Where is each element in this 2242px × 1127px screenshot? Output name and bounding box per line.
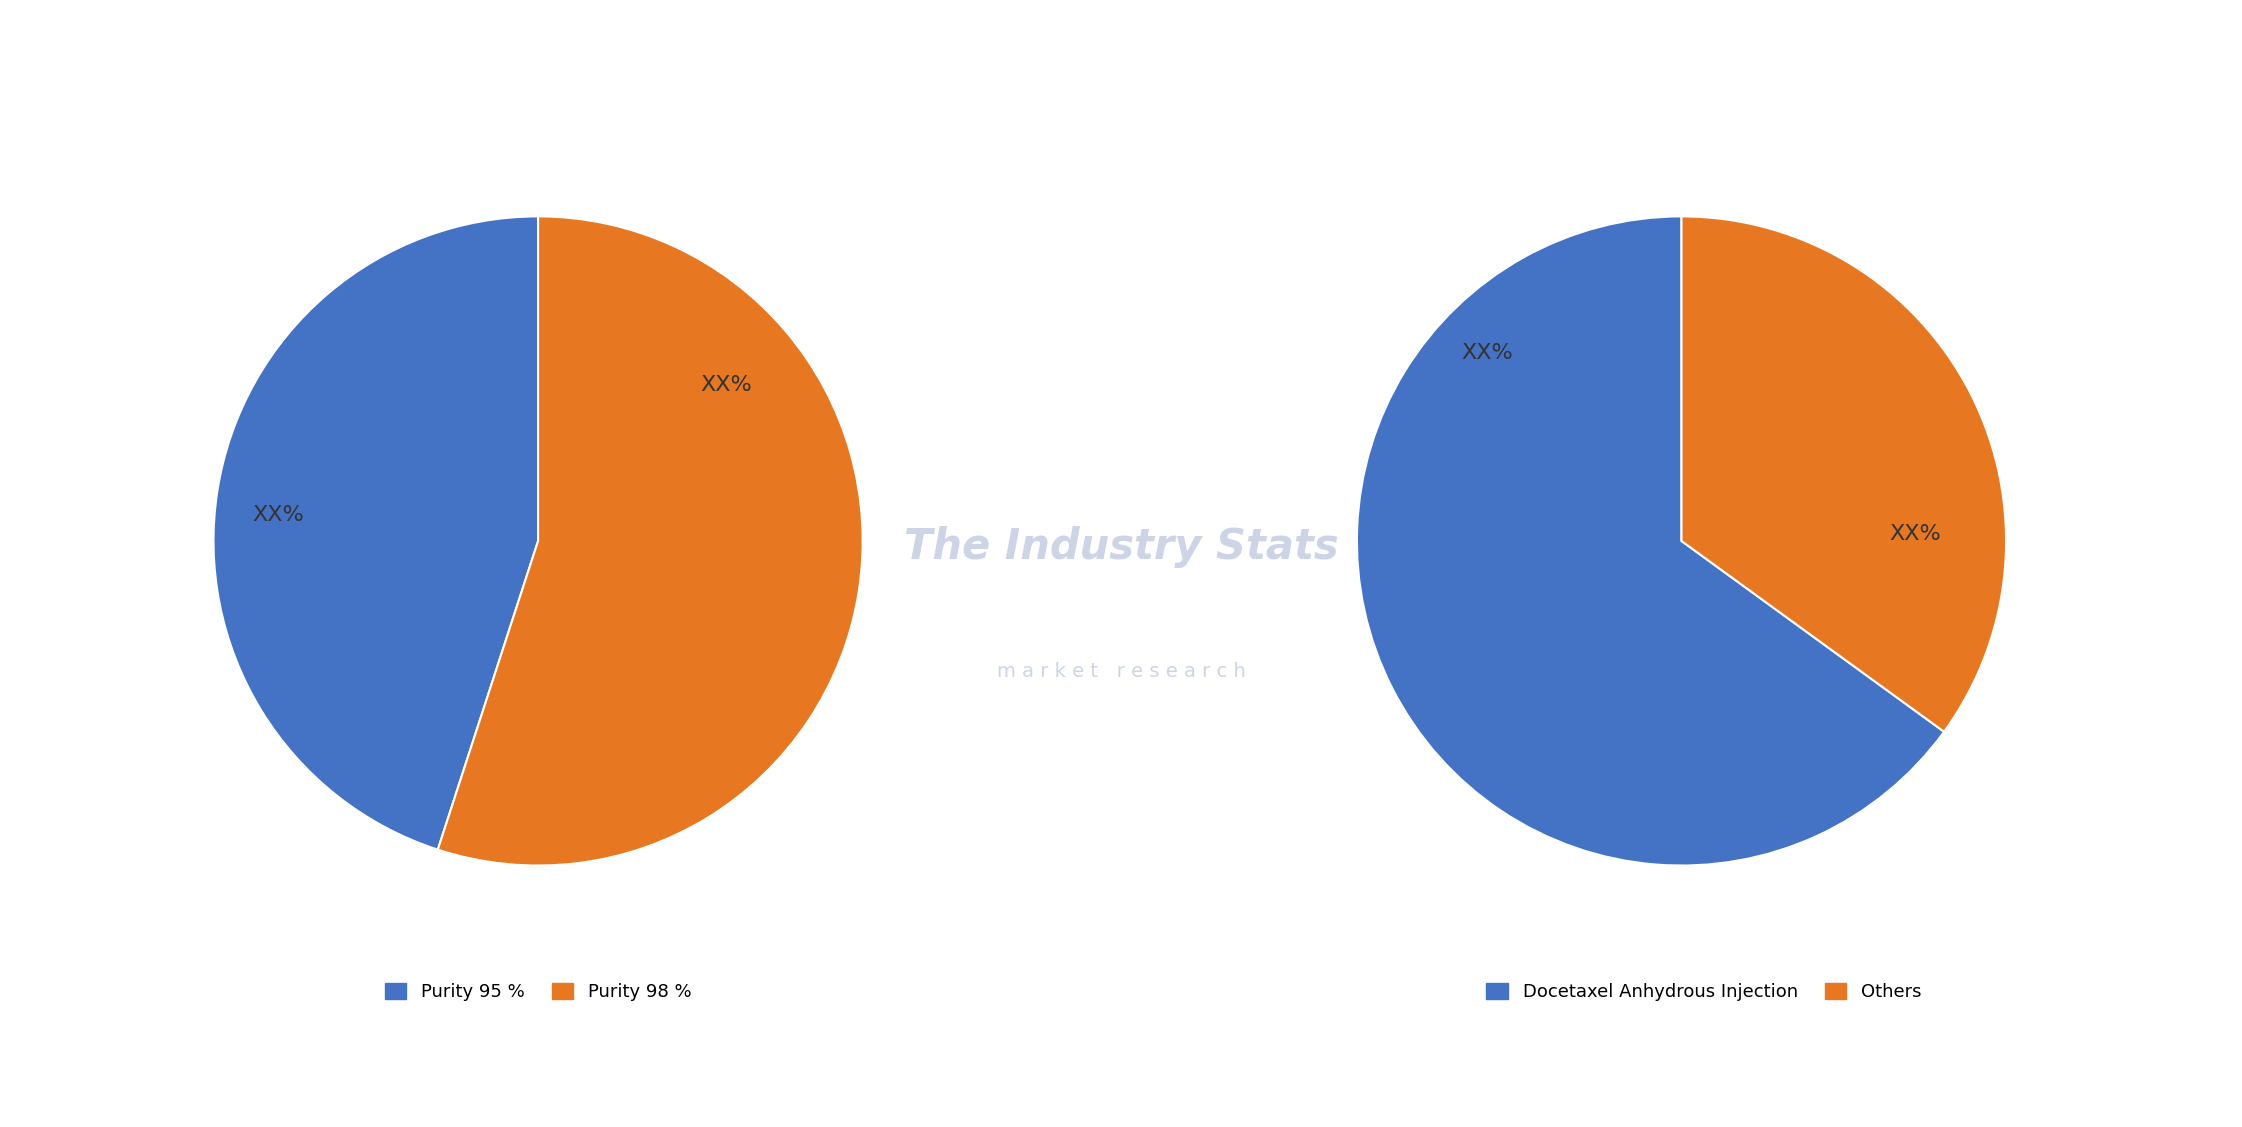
Wedge shape bbox=[437, 216, 863, 866]
Text: m a r k e t   r e s e a r c h: m a r k e t r e s e a r c h bbox=[998, 663, 1244, 681]
Wedge shape bbox=[213, 216, 538, 850]
Text: The Industry Stats: The Industry Stats bbox=[904, 525, 1338, 568]
Wedge shape bbox=[1682, 216, 2007, 731]
Text: XX%: XX% bbox=[1890, 524, 1942, 544]
Text: Fig. Global Docetaxel Anhydrous API Market Share by Product Types & Application: Fig. Global Docetaxel Anhydrous API Mark… bbox=[27, 38, 1049, 63]
Text: XX%: XX% bbox=[1462, 343, 1513, 363]
Legend: Purity 95 %, Purity 98 %: Purity 95 %, Purity 98 % bbox=[377, 975, 700, 1009]
Text: XX%: XX% bbox=[700, 375, 753, 396]
Legend: Docetaxel Anhydrous Injection, Others: Docetaxel Anhydrous Injection, Others bbox=[1480, 975, 1928, 1009]
Text: Source: Theindustrystats Analysis: Source: Theindustrystats Analysis bbox=[22, 1076, 368, 1093]
Text: XX%: XX% bbox=[253, 505, 305, 525]
Wedge shape bbox=[1356, 216, 1944, 866]
Text: Website: www.theindustrystats.com: Website: www.theindustrystats.com bbox=[1852, 1076, 2220, 1093]
Text: Email: sales@theindustrystats.com: Email: sales@theindustrystats.com bbox=[944, 1076, 1298, 1093]
